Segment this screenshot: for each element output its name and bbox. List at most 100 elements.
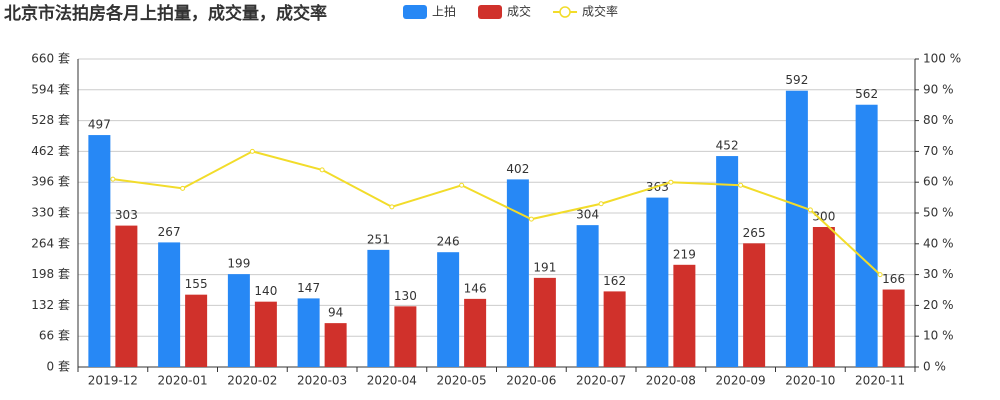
y2-tick-label: 30 % — [923, 267, 954, 281]
bar — [855, 104, 878, 367]
y2-tick-label: 90 % — [923, 82, 954, 96]
x-tick-label: 2020-05 — [437, 374, 487, 388]
data-label: 452 — [716, 139, 739, 153]
bar — [227, 274, 250, 367]
data-label: 304 — [576, 208, 599, 222]
line — [112, 150, 881, 276]
data-label: 219 — [673, 247, 696, 261]
bar — [297, 298, 320, 367]
y-tick-label: 396 套 — [31, 175, 70, 189]
y2-tick-label: 100 % — [923, 52, 961, 66]
x-tick-label: 2020-01 — [158, 374, 208, 388]
x-tick-label: 2019-12 — [88, 374, 138, 388]
bar — [367, 249, 390, 367]
data-label: 300 — [812, 210, 835, 224]
bar — [88, 135, 111, 367]
bar — [533, 277, 556, 367]
y-tick-label: 330 套 — [31, 206, 70, 220]
data-label: 166 — [882, 272, 905, 286]
line-point — [738, 182, 744, 188]
y-tick-label: 264 套 — [31, 236, 70, 250]
x-tick-label: 2020-03 — [297, 374, 347, 388]
data-label: 191 — [533, 260, 556, 274]
line-point — [319, 167, 325, 173]
y2-tick-label: 70 % — [923, 144, 954, 158]
x-tick-label: 2020-10 — [785, 374, 835, 388]
legend-label: 成交率 — [582, 4, 618, 19]
bar — [673, 264, 696, 367]
bar — [254, 301, 277, 367]
data-label: 251 — [367, 232, 390, 246]
line-point — [528, 216, 534, 222]
line-point — [459, 182, 465, 188]
chart-title: 北京市法拍房各月上拍量，成交量，成交率 — [4, 3, 327, 24]
x-tick-label: 2020-02 — [227, 374, 277, 388]
legend-swatch — [403, 5, 427, 19]
x-tick-label: 2020-04 — [367, 374, 417, 388]
line-point — [598, 201, 604, 207]
y-tick-label: 132 套 — [31, 298, 70, 312]
data-label: 130 — [394, 289, 417, 303]
y2-tick-label: 50 % — [923, 206, 954, 220]
data-label: 162 — [603, 274, 626, 288]
data-label: 155 — [185, 277, 208, 291]
y2-tick-label: 60 % — [923, 175, 954, 189]
data-label: 303 — [115, 208, 138, 222]
legend-label: 上拍 — [432, 4, 456, 19]
line-point — [389, 204, 395, 210]
data-label: 267 — [158, 225, 181, 239]
data-label: 497 — [88, 118, 111, 132]
x-tick-label: 2020-07 — [576, 374, 626, 388]
y2-tick-label: 40 % — [923, 236, 954, 250]
bar — [716, 156, 739, 367]
data-label: 592 — [785, 73, 808, 87]
bar — [158, 242, 181, 367]
y2-tick-label: 80 % — [923, 113, 954, 127]
bar — [785, 90, 808, 367]
line-point — [180, 185, 186, 191]
legend-label: 成交 — [507, 4, 531, 19]
y2-tick-label: 20 % — [923, 298, 954, 312]
y2-tick-label: 10 % — [923, 329, 954, 343]
y-tick-label: 0 套 — [47, 360, 70, 374]
data-label: 140 — [254, 284, 277, 298]
line-point — [110, 176, 116, 182]
data-label: 562 — [855, 87, 878, 101]
line-point — [807, 207, 813, 213]
y-tick-label: 594 套 — [31, 82, 70, 96]
bar — [394, 306, 417, 367]
line-point — [877, 272, 883, 278]
y-tick-label: 660 套 — [31, 52, 70, 66]
data-label: 402 — [506, 162, 529, 176]
x-tick-label: 2020-11 — [855, 374, 905, 388]
bar — [646, 197, 669, 367]
bar — [506, 179, 529, 367]
line-point — [668, 179, 674, 185]
bar — [437, 252, 460, 367]
y-tick-label: 462 套 — [31, 144, 70, 158]
bar — [812, 227, 835, 367]
x-tick-label: 2020-08 — [646, 374, 696, 388]
data-label: 199 — [227, 257, 250, 271]
y-tick-label: 66 套 — [39, 329, 70, 343]
y-tick-label: 198 套 — [31, 267, 70, 281]
x-tick-label: 2020-06 — [506, 374, 556, 388]
legend-marker — [559, 6, 571, 18]
data-label: 265 — [743, 226, 766, 240]
bar — [324, 323, 347, 367]
bar — [185, 294, 208, 367]
bar — [115, 225, 138, 367]
bar — [882, 289, 905, 367]
y2-tick-label: 0 % — [923, 360, 946, 374]
y-tick-label: 528 套 — [31, 113, 70, 127]
legend-swatch — [478, 5, 503, 19]
data-label: 246 — [437, 235, 460, 249]
bar — [464, 298, 487, 367]
data-label: 94 — [328, 306, 343, 320]
x-tick-label: 2020-09 — [716, 374, 766, 388]
line-point — [249, 148, 255, 154]
bar — [576, 225, 599, 367]
data-label: 147 — [297, 281, 320, 295]
bar — [743, 243, 766, 367]
